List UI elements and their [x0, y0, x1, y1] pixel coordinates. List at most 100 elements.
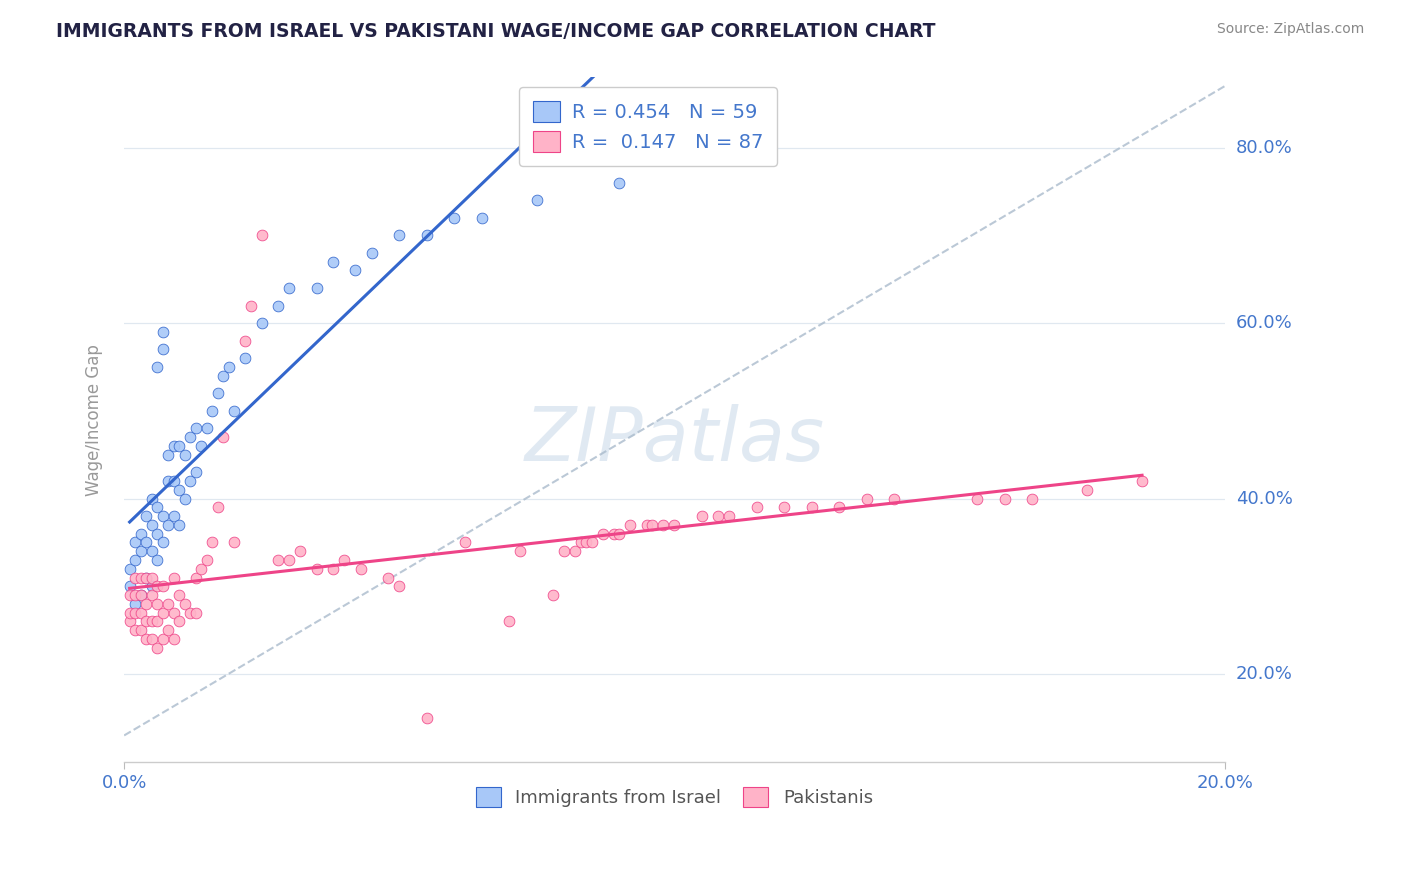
Point [575, 535, 598, 549]
Point [239, 299, 262, 313]
Point [129, 544, 152, 558]
Point [146, 597, 169, 611]
Point [124, 553, 146, 567]
Point [828, 500, 851, 515]
Point [118, 579, 141, 593]
Point [163, 570, 186, 584]
Point [129, 588, 152, 602]
Point [152, 579, 174, 593]
Point [416, 711, 439, 725]
Point [278, 281, 301, 295]
Point [163, 474, 186, 488]
Point [509, 544, 531, 558]
Point [267, 299, 290, 313]
Point [179, 606, 201, 620]
Point [184, 465, 207, 479]
Point [350, 562, 373, 576]
Point [218, 359, 240, 374]
Point [163, 439, 186, 453]
Point [454, 535, 477, 549]
Point [201, 404, 224, 418]
Point [163, 509, 186, 524]
Point [290, 544, 312, 558]
Point [212, 430, 235, 444]
Text: IMMIGRANTS FROM ISRAEL VS PAKISTANI WAGE/INCOME GAP CORRELATION CHART: IMMIGRANTS FROM ISRAEL VS PAKISTANI WAGE… [56, 22, 936, 41]
Point [118, 615, 141, 629]
Point [146, 579, 169, 593]
Point [167, 517, 190, 532]
Point [636, 517, 658, 532]
Point [163, 606, 186, 620]
Point [141, 517, 163, 532]
Point [179, 474, 201, 488]
Point [141, 588, 163, 602]
Point [184, 570, 207, 584]
Point [707, 509, 730, 524]
Point [124, 570, 146, 584]
Point [135, 570, 157, 584]
Point [141, 615, 163, 629]
Point [141, 491, 163, 506]
Point [212, 368, 235, 383]
Point [124, 606, 146, 620]
Point [224, 535, 246, 549]
Point [360, 246, 382, 260]
Point [152, 535, 174, 549]
Point [250, 316, 273, 330]
Point [344, 263, 367, 277]
Point [1021, 491, 1043, 506]
Point [207, 500, 229, 515]
Point [745, 500, 768, 515]
Text: 40.0%: 40.0% [1236, 490, 1292, 508]
Point [167, 615, 190, 629]
Point [157, 517, 180, 532]
Point [322, 562, 344, 576]
Point [883, 491, 905, 506]
Point [152, 343, 174, 357]
Point [146, 526, 169, 541]
Point [146, 615, 169, 629]
Point [167, 588, 190, 602]
Point [135, 597, 157, 611]
Point [129, 526, 152, 541]
Y-axis label: Wage/Income Gap: Wage/Income Gap [86, 343, 103, 496]
Point [603, 526, 626, 541]
Point [129, 606, 152, 620]
Point [224, 404, 246, 418]
Point [129, 570, 152, 584]
Point [135, 570, 157, 584]
Text: 80.0%: 80.0% [1236, 138, 1292, 157]
Point [388, 228, 411, 243]
Point [146, 640, 169, 655]
Point [163, 632, 186, 646]
Point [167, 439, 190, 453]
Point [190, 562, 212, 576]
Point [173, 448, 195, 462]
Point [129, 623, 152, 637]
Point [141, 579, 163, 593]
Point [118, 588, 141, 602]
Point [233, 334, 256, 348]
Point [152, 632, 174, 646]
Point [141, 632, 163, 646]
Point [157, 623, 180, 637]
Point [195, 421, 218, 435]
Point [1130, 474, 1153, 488]
Point [664, 517, 686, 532]
Point [416, 228, 439, 243]
Point [129, 588, 152, 602]
Point [1076, 483, 1098, 497]
Point [641, 517, 664, 532]
Point [184, 606, 207, 620]
Point [207, 386, 229, 401]
Point [543, 588, 565, 602]
Point [152, 606, 174, 620]
Point [718, 509, 741, 524]
Point [124, 535, 146, 549]
Point [619, 517, 641, 532]
Point [652, 517, 675, 532]
Point [305, 281, 328, 295]
Point [607, 526, 630, 541]
Point [146, 553, 169, 567]
Point [157, 448, 180, 462]
